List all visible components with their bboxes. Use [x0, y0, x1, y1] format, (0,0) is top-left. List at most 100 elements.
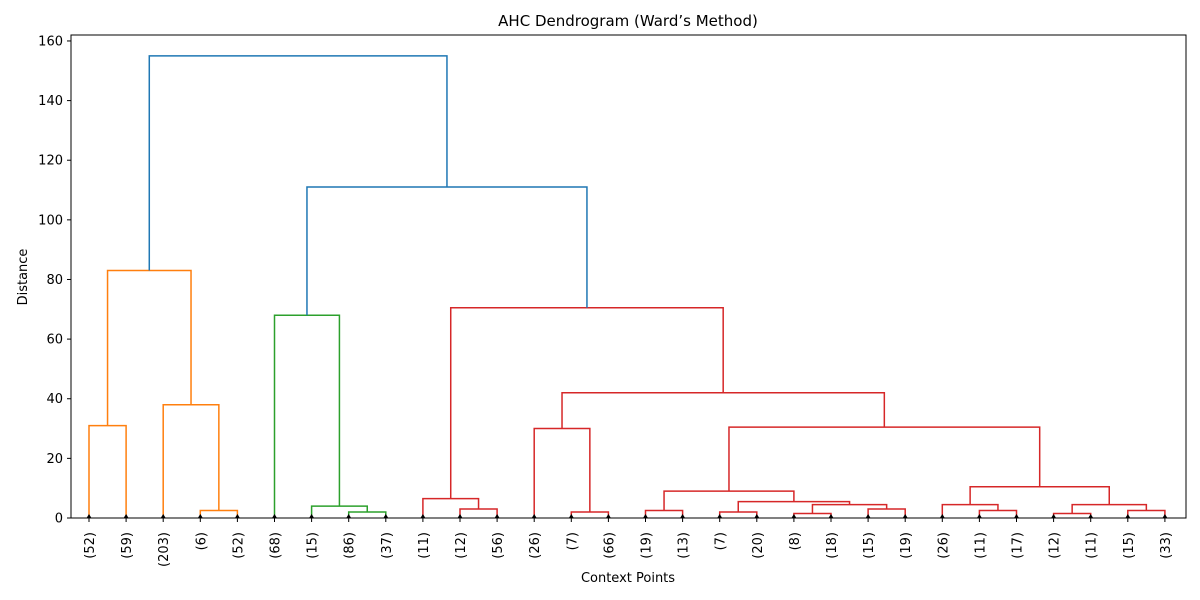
- leaf-label: (12): [454, 532, 469, 559]
- leaf-marker: [494, 514, 500, 518]
- leaf-label: (13): [677, 532, 692, 559]
- x-axis-label: Context Points: [581, 571, 675, 586]
- leaf-marker: [1088, 514, 1094, 518]
- dendrogram-link: [561, 392, 886, 429]
- dendrogram-link: [718, 511, 758, 518]
- leaf-marker: [1051, 514, 1057, 518]
- y-tick-label: 140: [38, 94, 63, 109]
- leaf-label: (7): [565, 532, 580, 550]
- y-tick-label: 160: [38, 34, 63, 49]
- leaf-label: (26): [528, 532, 543, 559]
- leaf-label: (52): [83, 532, 98, 559]
- dendrogram-link: [106, 269, 192, 426]
- leaf-marker: [272, 514, 277, 518]
- leaf-label: (56): [491, 532, 506, 559]
- dendrogram-link: [449, 307, 724, 499]
- dendrogram-link: [793, 512, 832, 518]
- leaf-marker: [123, 514, 129, 518]
- dendrogram-link: [273, 314, 341, 518]
- leaf-label: (59): [120, 532, 135, 559]
- y-tick-label: 20: [46, 452, 63, 467]
- leaf-label: (17): [1011, 532, 1026, 559]
- dendrogram-link: [1052, 512, 1092, 518]
- leaf-label: (203): [157, 532, 172, 567]
- leaf-marker: [86, 514, 92, 518]
- dendrogram-links: [88, 55, 1166, 518]
- leaf-marker: [754, 514, 760, 518]
- leaf-label: (15): [306, 532, 321, 559]
- leaf-label: (15): [1122, 532, 1137, 559]
- dendrogram-link: [306, 186, 588, 316]
- dendrogram-link: [867, 508, 906, 518]
- leaf-marker: [160, 514, 166, 518]
- leaf-marker: [717, 514, 723, 518]
- leaf-marker: [1162, 514, 1168, 518]
- leaf-label: (20): [751, 532, 766, 559]
- leaf-marker: [643, 514, 648, 518]
- leaf-marker: [791, 514, 797, 518]
- leaf-marker: [234, 514, 240, 518]
- leaf-marker: [420, 514, 426, 518]
- leaf-label: (11): [1085, 532, 1100, 559]
- leaf-marker: [680, 514, 686, 518]
- leaf-marker: [457, 514, 463, 518]
- leaf-label: (52): [231, 532, 246, 559]
- dendrogram-link: [347, 511, 387, 518]
- leaf-label: (37): [380, 532, 395, 559]
- leaf-marker: [531, 514, 537, 518]
- leaf-marker: [939, 514, 945, 518]
- leaf-label: (15): [862, 532, 877, 559]
- leaf-label: (66): [602, 532, 617, 559]
- y-tick-label: 120: [38, 154, 63, 169]
- leaf-marker: [309, 514, 315, 518]
- leaf-marker: [865, 514, 871, 518]
- y-tick-label: 100: [38, 213, 63, 228]
- leaf-label: (86): [343, 532, 358, 559]
- leaf-label: (8): [788, 532, 803, 550]
- leaf-label: (19): [899, 532, 914, 559]
- leaf-marker: [346, 514, 352, 518]
- dendrogram-link: [1071, 503, 1148, 514]
- dendrogram-link: [969, 485, 1110, 505]
- dendrogram-link: [644, 509, 684, 518]
- dendrogram-link: [728, 426, 1041, 492]
- dendrogram-link: [533, 427, 591, 518]
- dendrogram-link: [459, 508, 498, 518]
- leaf-label: (6): [194, 532, 209, 550]
- y-axis: 0 20 40 60 80 100 120 140 160: [38, 34, 71, 527]
- y-axis-label: Distance: [16, 249, 31, 306]
- dendrogram-link: [88, 424, 127, 518]
- leaf-marker: [1125, 514, 1131, 518]
- dendrogram-link: [663, 490, 795, 511]
- y-tick-label: 60: [46, 333, 63, 348]
- dendrogram-link: [737, 500, 851, 513]
- dendrogram-link: [148, 55, 448, 271]
- x-axis: (52) (59) (203) (6) (52) (68) (15) (86) (37) (11)…: [83, 518, 1174, 567]
- leaf-label: (11): [417, 532, 432, 559]
- leaf-marker: [976, 514, 982, 518]
- leaf-markers: [86, 514, 1168, 518]
- chart-title: AHC Dendrogram (Ward’s Method): [498, 12, 758, 30]
- leaf-marker: [383, 514, 389, 518]
- leaf-marker: [605, 514, 611, 518]
- leaf-label: (12): [1048, 532, 1063, 559]
- leaf-label: (18): [825, 532, 840, 559]
- leaf-label: (11): [973, 532, 988, 559]
- leaf-marker: [1014, 514, 1019, 518]
- leaf-label: (33): [1159, 532, 1174, 559]
- leaf-label: (68): [269, 532, 284, 559]
- leaf-marker: [197, 514, 203, 518]
- y-tick-label: 80: [46, 273, 63, 288]
- dendrogram-link: [570, 511, 610, 518]
- dendrogram-link: [1127, 509, 1166, 518]
- dendrogram-link: [162, 403, 220, 518]
- dendrogram-link: [199, 509, 239, 518]
- leaf-marker: [568, 514, 574, 518]
- y-tick-label: 0: [55, 512, 63, 527]
- plot-frame: [70, 34, 1187, 519]
- leaf-marker: [828, 514, 834, 518]
- dendrogram-link: [978, 509, 1018, 518]
- leaf-label: (7): [714, 532, 729, 550]
- y-tick-label: 40: [46, 392, 63, 407]
